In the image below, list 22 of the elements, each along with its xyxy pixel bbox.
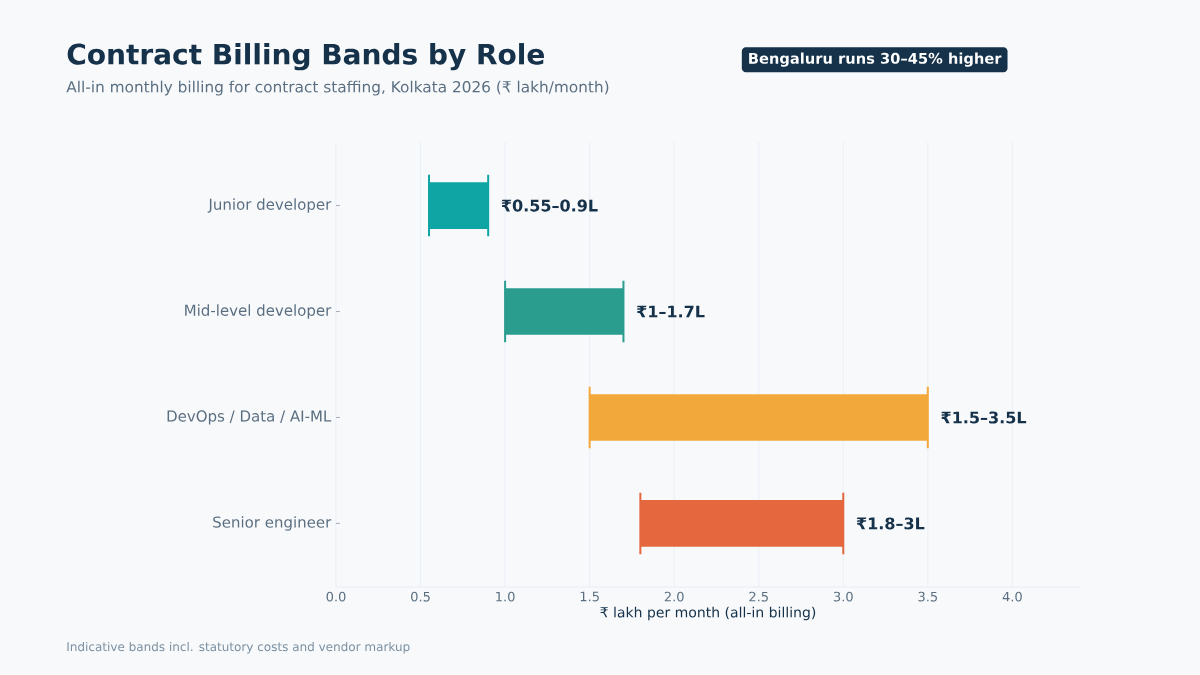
x-tick-label: 3.5 bbox=[918, 591, 938, 602]
x-tick-label: 4.0 bbox=[1002, 591, 1022, 602]
x-axis-title: ₹ lakh per month (all-in billing) bbox=[600, 606, 816, 621]
x-tick-label: 2.5 bbox=[749, 591, 768, 602]
y-tick-label: Senior engineer bbox=[213, 516, 332, 531]
x-tick-label: 1.0 bbox=[496, 591, 515, 602]
y-tick-label: Mid-level developer bbox=[185, 304, 332, 319]
x-tick-label: 1.5 bbox=[580, 591, 599, 602]
y-tick-label: DevOps / Data / AI-ML bbox=[167, 410, 332, 425]
y-tick-label: Junior developer bbox=[207, 198, 332, 213]
x-tick-label: 2.0 bbox=[664, 591, 684, 602]
chart-title: Contract Billing Bands by Role bbox=[67, 43, 544, 71]
chart-subtitle: All-in monthly billing for contract staffing, Kolkata 2026 (₹ lakh/month) bbox=[66, 80, 609, 96]
data-label: ₹1.5–3.5L bbox=[941, 411, 1027, 424]
x-tick-label: 3.0 bbox=[833, 591, 853, 602]
data-label: ₹0.55–0.9L bbox=[501, 199, 598, 212]
text: Bengaluru runs 30–45% higher bbox=[749, 52, 1002, 67]
data-label: ₹1–1.7L bbox=[636, 305, 705, 318]
text: Indicative bands incl. statutory costs and vendor markup bbox=[67, 641, 410, 654]
x-tick-label: 0.0 bbox=[326, 591, 346, 602]
data-label: ₹1.8–3L bbox=[856, 517, 925, 530]
x-tick-label: 0.5 bbox=[411, 591, 430, 602]
